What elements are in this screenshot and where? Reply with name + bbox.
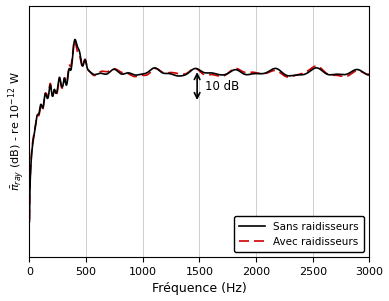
Sans raidisseurs (179, 74, 184, 78)
Avec raidisseurs (110, 67, 114, 71)
Text: 10 dB: 10 dB (205, 79, 239, 93)
Avec raidisseurs (367, 72, 372, 76)
Sans raidisseurs (73, 38, 77, 41)
X-axis label: Fréquence (Hz): Fréquence (Hz) (152, 282, 247, 296)
Avec raidisseurs (364, 72, 369, 76)
Avec raidisseurs (155, 67, 160, 71)
Sans raidisseurs (155, 67, 160, 71)
Sans raidisseurs (106, 71, 111, 75)
Avec raidisseurs (27, 218, 32, 221)
Avec raidisseurs (106, 70, 111, 73)
Sans raidisseurs (110, 68, 114, 72)
Line: Avec raidisseurs: Avec raidisseurs (30, 41, 370, 219)
Avec raidisseurs (179, 72, 184, 76)
Y-axis label: $\bar{\pi}_{ray}$ (dB) - re 10$^{-12}$ W: $\bar{\pi}_{ray}$ (dB) - re 10$^{-12}$ W (5, 71, 26, 191)
Line: Sans raidisseurs: Sans raidisseurs (30, 39, 370, 222)
Sans raidisseurs (367, 73, 372, 77)
Sans raidisseurs (108, 70, 112, 73)
Avec raidisseurs (72, 39, 77, 42)
Avec raidisseurs (108, 69, 112, 72)
Sans raidisseurs (27, 220, 32, 223)
Sans raidisseurs (364, 73, 369, 76)
Legend: Sans raidisseurs, Avec raidisseurs: Sans raidisseurs, Avec raidisseurs (234, 216, 364, 252)
